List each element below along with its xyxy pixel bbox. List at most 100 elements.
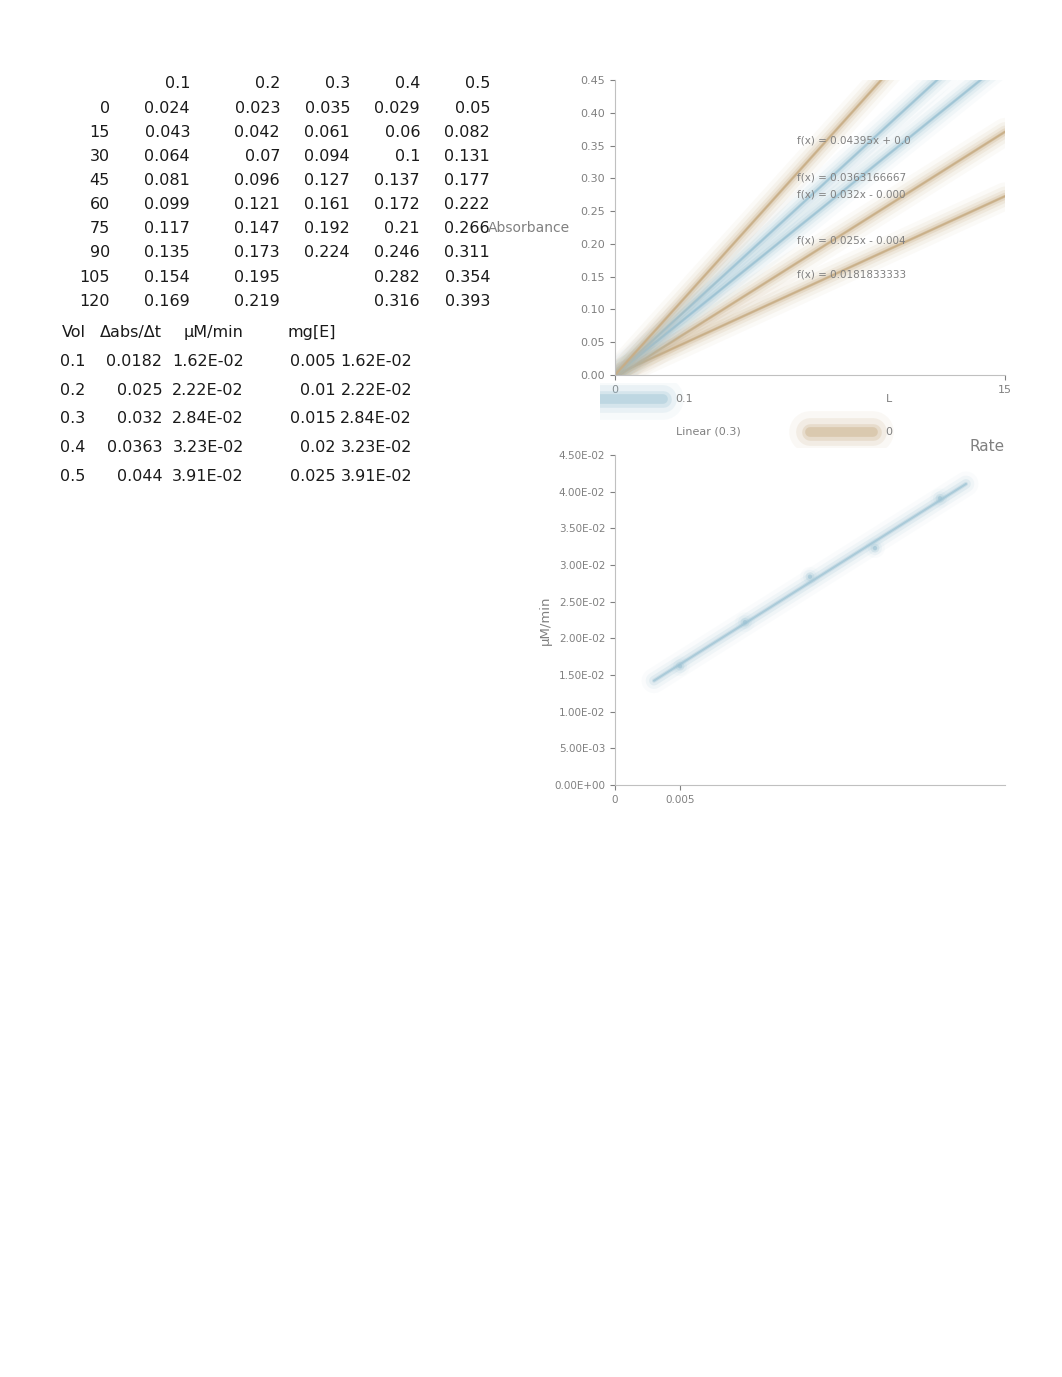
Text: f(x) = 0.04395x + 0.0: f(x) = 0.04395x + 0.0	[796, 135, 910, 146]
Text: 0.2: 0.2	[61, 383, 86, 398]
Text: 2.22E-02: 2.22E-02	[341, 383, 412, 398]
Text: 90: 90	[90, 245, 110, 260]
Text: 0.2: 0.2	[255, 76, 280, 91]
Point	[931, 487, 948, 509]
Text: 0.096: 0.096	[235, 174, 280, 189]
Text: 0.147: 0.147	[235, 222, 280, 237]
Text: f(x) = 0.032x - 0.000: f(x) = 0.032x - 0.000	[796, 189, 906, 200]
Point	[802, 566, 819, 588]
Text: f(x) = 0.0181833333: f(x) = 0.0181833333	[796, 269, 906, 280]
Point	[737, 611, 754, 633]
Text: 120: 120	[80, 293, 110, 308]
Text: 0.311: 0.311	[444, 245, 490, 260]
Text: 2.22E-02: 2.22E-02	[172, 383, 244, 398]
Text: 0.266: 0.266	[444, 222, 490, 237]
Text: 0.025: 0.025	[290, 470, 336, 485]
Text: L: L	[886, 394, 892, 405]
Text: 0.015: 0.015	[290, 412, 336, 427]
Point	[931, 487, 948, 509]
Point	[671, 655, 688, 677]
Text: 3.23E-02: 3.23E-02	[172, 441, 244, 456]
Text: 45: 45	[90, 174, 110, 189]
Text: 0.137: 0.137	[375, 174, 419, 189]
Text: 0.172: 0.172	[374, 197, 419, 212]
Point	[931, 487, 948, 509]
Text: 0.005: 0.005	[290, 354, 336, 369]
Text: 0.127: 0.127	[304, 174, 350, 189]
Text: 0.1: 0.1	[675, 394, 693, 405]
Text: 1.62E-02: 1.62E-02	[172, 354, 244, 369]
Point	[671, 655, 688, 677]
Text: 0.3: 0.3	[325, 76, 350, 91]
Point	[671, 655, 688, 677]
Text: 0.061: 0.061	[304, 125, 350, 139]
Text: 0.282: 0.282	[374, 270, 419, 285]
Point	[802, 566, 819, 588]
Text: 0: 0	[100, 101, 110, 116]
Text: 0.21: 0.21	[384, 222, 419, 237]
Text: μM/min: μM/min	[184, 325, 244, 340]
Text: 0.043: 0.043	[144, 125, 190, 139]
Point	[737, 611, 754, 633]
Text: 0.3: 0.3	[61, 412, 86, 427]
Text: Vol: Vol	[62, 325, 86, 340]
Point	[867, 537, 884, 559]
Text: 0.1: 0.1	[165, 76, 190, 91]
Text: 0.135: 0.135	[144, 245, 190, 260]
Y-axis label: μM/min: μM/min	[538, 595, 551, 644]
Text: Absorbance: Absorbance	[489, 220, 570, 234]
Text: 0.192: 0.192	[304, 222, 350, 237]
Text: 0.224: 0.224	[305, 245, 350, 260]
Text: 0.246: 0.246	[375, 245, 419, 260]
Text: 0.316: 0.316	[375, 293, 419, 308]
Text: 1.62E-02: 1.62E-02	[340, 354, 412, 369]
Point	[802, 566, 819, 588]
Text: 0.01: 0.01	[299, 383, 336, 398]
Text: 0.023: 0.023	[235, 101, 280, 116]
Text: 0.029: 0.029	[375, 101, 419, 116]
Text: 0.025: 0.025	[117, 383, 162, 398]
Text: 0.07: 0.07	[244, 149, 280, 164]
Text: 75: 75	[90, 222, 110, 237]
Text: 0.082: 0.082	[444, 125, 490, 139]
Text: f(x) = 0.0363166667: f(x) = 0.0363166667	[796, 172, 906, 182]
Text: 0.393: 0.393	[445, 293, 490, 308]
Text: 2.84E-02: 2.84E-02	[172, 412, 244, 427]
Point	[867, 537, 884, 559]
Point	[867, 537, 884, 559]
Text: 0.02: 0.02	[301, 441, 336, 456]
Text: 0.035: 0.035	[305, 101, 350, 116]
Text: 0.222: 0.222	[444, 197, 490, 212]
Text: 0.0182: 0.0182	[106, 354, 162, 369]
Text: 0.1: 0.1	[394, 149, 419, 164]
Text: 3.91E-02: 3.91E-02	[341, 470, 412, 485]
Text: 0.195: 0.195	[235, 270, 280, 285]
Text: Rate: Rate	[970, 439, 1005, 454]
Text: 0.094: 0.094	[305, 149, 350, 164]
Text: 0.117: 0.117	[144, 222, 190, 237]
Text: 0.099: 0.099	[144, 197, 190, 212]
Text: mg[E]: mg[E]	[287, 325, 336, 340]
Text: 0.354: 0.354	[445, 270, 490, 285]
Text: 0.5: 0.5	[465, 76, 490, 91]
Text: 0: 0	[886, 427, 892, 437]
Text: Linear (0.3): Linear (0.3)	[675, 427, 740, 437]
Text: f(x) = 0.025x - 0.004: f(x) = 0.025x - 0.004	[796, 235, 906, 245]
Text: 0.177: 0.177	[444, 174, 490, 189]
Point	[931, 487, 948, 509]
Text: 15: 15	[89, 125, 110, 139]
Text: 0.081: 0.081	[144, 174, 190, 189]
Text: 0.121: 0.121	[234, 197, 280, 212]
Text: 0.042: 0.042	[235, 125, 280, 139]
Text: 0.1: 0.1	[61, 354, 86, 369]
Point	[737, 611, 754, 633]
Text: 2.84E-02: 2.84E-02	[340, 412, 412, 427]
Text: 0.169: 0.169	[144, 293, 190, 308]
Text: 3.23E-02: 3.23E-02	[341, 441, 412, 456]
Point	[671, 655, 688, 677]
Text: 0.05: 0.05	[455, 101, 490, 116]
Text: 0.219: 0.219	[235, 293, 280, 308]
Text: 0.154: 0.154	[144, 270, 190, 285]
Text: 30: 30	[90, 149, 110, 164]
Text: 0.5: 0.5	[61, 470, 86, 485]
